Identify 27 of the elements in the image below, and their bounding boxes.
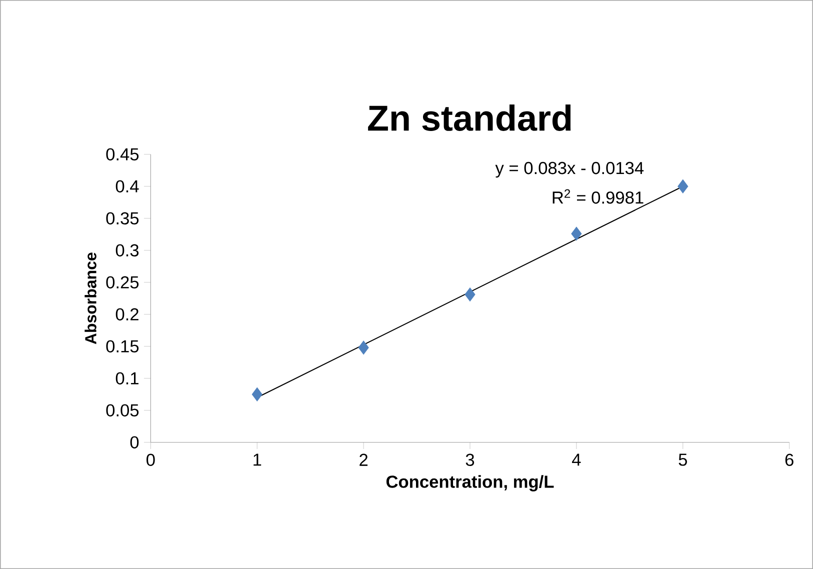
x-axis-title: Concentration, mg/L	[386, 475, 554, 492]
y-tick-label: 0.1	[116, 372, 138, 384]
annotation: R$^{2}$ = 0.9981	[552, 189, 644, 204]
chart-title: Zn standard	[368, 104, 571, 131]
x-tick-label: 4	[572, 454, 581, 466]
point	[358, 340, 369, 355]
x-tick-label: 2	[360, 454, 368, 466]
point	[464, 288, 476, 302]
point	[571, 226, 582, 241]
y-tick-label: 0.05	[106, 404, 139, 416]
y-tick-label: 0.25	[106, 276, 139, 288]
y-axis-title: Absorbance	[84, 252, 96, 344]
x-tick-label: 1	[254, 454, 262, 466]
x-tick-label: 6	[785, 454, 794, 466]
y-tick-label: 0.2	[116, 308, 138, 320]
y-tick-label: 0.15	[106, 340, 139, 352]
y-tick-label: 0.3	[116, 244, 139, 256]
x-tick-label: 3	[466, 454, 474, 466]
annotation: y = 0.083x - 0.0134	[495, 162, 644, 178]
point	[252, 387, 262, 402]
y-tick-label: 0.4	[116, 180, 139, 192]
x-tick-label: 0	[146, 454, 155, 466]
point	[678, 179, 688, 194]
y-tick-label: 0.35	[106, 212, 139, 224]
y-tick-label: 0	[130, 436, 139, 448]
y-tick-label: 0.45	[106, 148, 139, 160]
x-tick-label: 5	[678, 454, 687, 466]
